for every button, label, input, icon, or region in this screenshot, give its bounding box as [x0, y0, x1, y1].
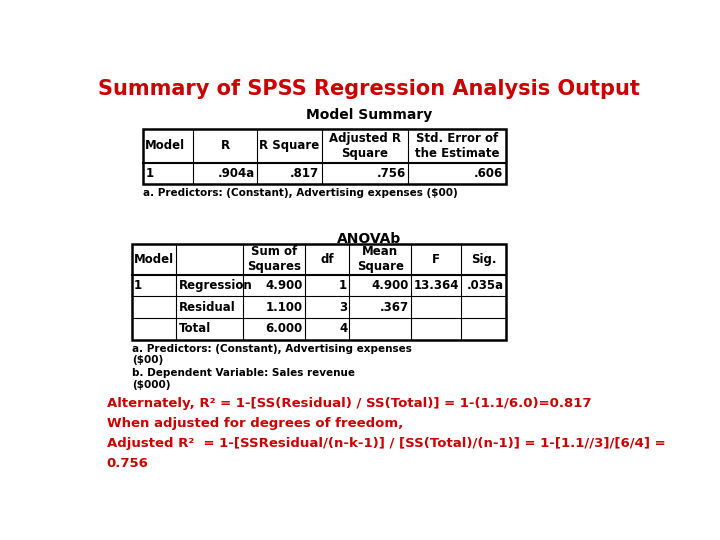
Text: Mean
Square: Mean Square [356, 245, 404, 273]
Text: a. Predictors: (Constant), Advertising expenses ($00): a. Predictors: (Constant), Advertising e… [143, 188, 458, 198]
Text: F: F [432, 253, 440, 266]
Text: Alternately, R² = 1-[SS(Residual) / SS(Total)] = 1-(1.1/6.0)=0.817: Alternately, R² = 1-[SS(Residual) / SS(T… [107, 397, 591, 410]
Text: a. Predictors: (Constant), Advertising expenses
($00): a. Predictors: (Constant), Advertising e… [132, 344, 412, 366]
Text: 1: 1 [339, 279, 347, 292]
Text: Total: Total [179, 322, 211, 335]
Text: .817: .817 [290, 167, 320, 180]
Text: Residual: Residual [179, 301, 235, 314]
Text: 1.100: 1.100 [266, 301, 302, 314]
Text: .367: .367 [379, 301, 409, 314]
Text: 1: 1 [145, 167, 153, 180]
Text: Model: Model [145, 139, 185, 152]
Text: Regression: Regression [179, 279, 253, 292]
Text: 0.756: 0.756 [107, 457, 148, 470]
Text: 4: 4 [339, 322, 347, 335]
Text: R Square: R Square [259, 139, 320, 152]
Text: 3: 3 [339, 301, 347, 314]
Text: Summary of SPSS Regression Analysis Output: Summary of SPSS Regression Analysis Outp… [98, 79, 640, 99]
Text: b. Dependent Variable: Sales revenue
($000): b. Dependent Variable: Sales revenue ($0… [132, 368, 355, 389]
Text: Adjusted R²  = 1-[SSResidual/(n-k-1)] / [SS(Total)/(n-1)] = 1-[1.1//3]/[6/4] =: Adjusted R² = 1-[SSResidual/(n-k-1)] / [… [107, 437, 665, 450]
Text: When adjusted for degrees of freedom,: When adjusted for degrees of freedom, [107, 417, 403, 430]
Text: Model Summary: Model Summary [306, 109, 432, 123]
Text: Sig.: Sig. [471, 253, 496, 266]
Text: 4.900: 4.900 [372, 279, 409, 292]
Text: R: R [221, 139, 230, 152]
Text: ANOVAb: ANOVAb [337, 232, 401, 246]
Text: .035a: .035a [467, 279, 503, 292]
Text: Adjusted R
Square: Adjusted R Square [329, 132, 401, 160]
Text: 1: 1 [134, 279, 143, 292]
Text: .606: .606 [474, 167, 503, 180]
Text: df: df [320, 253, 334, 266]
Text: .904a: .904a [218, 167, 255, 180]
Text: Sum of
Squares: Sum of Squares [247, 245, 301, 273]
Text: 4.900: 4.900 [265, 279, 302, 292]
Text: 6.000: 6.000 [266, 322, 302, 335]
Text: .756: .756 [377, 167, 406, 180]
Text: Std. Error of
the Estimate: Std. Error of the Estimate [415, 132, 499, 160]
Text: 13.364: 13.364 [413, 279, 459, 292]
Text: Model: Model [134, 253, 174, 266]
